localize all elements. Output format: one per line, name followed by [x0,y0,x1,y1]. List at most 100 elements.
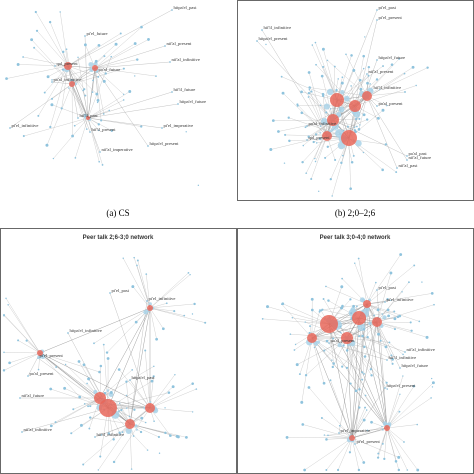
node [9,127,11,129]
edge [149,388,197,409]
node [350,312,353,315]
edge [290,334,348,339]
node [125,427,132,435]
edge [326,119,368,137]
node [122,93,125,96]
node [362,418,366,422]
node [411,65,415,69]
node [280,75,283,78]
node [361,378,364,381]
edge [386,427,399,471]
edge [281,304,313,339]
node [354,443,356,445]
node [369,368,373,371]
node [315,63,317,66]
node-label: nif'al_future [409,155,432,160]
node [303,468,306,472]
node [393,310,396,313]
node [403,441,405,443]
node [314,157,316,160]
edge [311,337,388,361]
node [352,154,355,157]
node [413,264,416,267]
node-label: hif'il_infinitive [374,85,402,90]
node [319,104,322,107]
edge [55,397,101,423]
edge [74,117,89,126]
node-label: pi'el_infinitive [387,297,414,302]
node [131,369,134,371]
node [404,91,406,93]
node [266,305,270,309]
node [352,304,356,308]
edge [377,427,388,458]
node [300,90,303,94]
node [161,127,163,129]
edge [21,407,109,433]
node [376,308,380,312]
edge [376,321,428,338]
edge [386,397,432,429]
node [310,297,314,301]
node [48,20,52,24]
node [394,460,398,463]
node [365,118,369,121]
node [335,89,338,92]
panel-title: Peer talk 3;0-4;0 network [320,235,391,241]
edge [287,437,353,439]
edge [6,65,69,79]
node [195,388,198,390]
node-label: pi'el_past [379,285,397,290]
node [336,468,340,472]
edge [282,93,328,137]
node [363,355,367,358]
edge [39,352,80,398]
node [5,297,7,300]
hub-node [330,93,344,107]
node [337,78,339,80]
edge [367,427,388,431]
edge [366,303,398,318]
node [133,256,135,259]
node [110,55,113,58]
node [122,257,124,259]
node [321,47,325,51]
edge [71,83,91,133]
edge [90,417,131,425]
node [175,434,179,438]
node [97,123,100,126]
node [330,128,334,132]
node [16,62,20,66]
edge [119,369,151,409]
hub-node [384,425,390,431]
edge [366,254,401,305]
edge [84,403,151,409]
edge [358,258,368,305]
node [104,72,107,75]
node [367,74,370,77]
node [358,78,362,82]
node [21,431,23,433]
node [353,126,356,128]
node [93,342,95,345]
node [96,99,100,102]
node-label: pi'el_present [379,15,403,20]
edge [87,56,112,119]
edge [366,67,414,97]
edge [149,307,157,340]
node-label: hif'il_infinitive [97,432,125,437]
node [384,301,386,303]
edge [303,119,334,146]
node [323,103,330,110]
edge [35,11,69,67]
node [350,85,352,87]
edge [326,78,339,137]
node [311,44,314,46]
edge [87,91,173,119]
node-label: hitpa'el_past [132,375,156,380]
node [55,366,58,368]
node [294,343,297,346]
edge [351,419,365,439]
node [304,374,308,377]
node [399,393,401,396]
